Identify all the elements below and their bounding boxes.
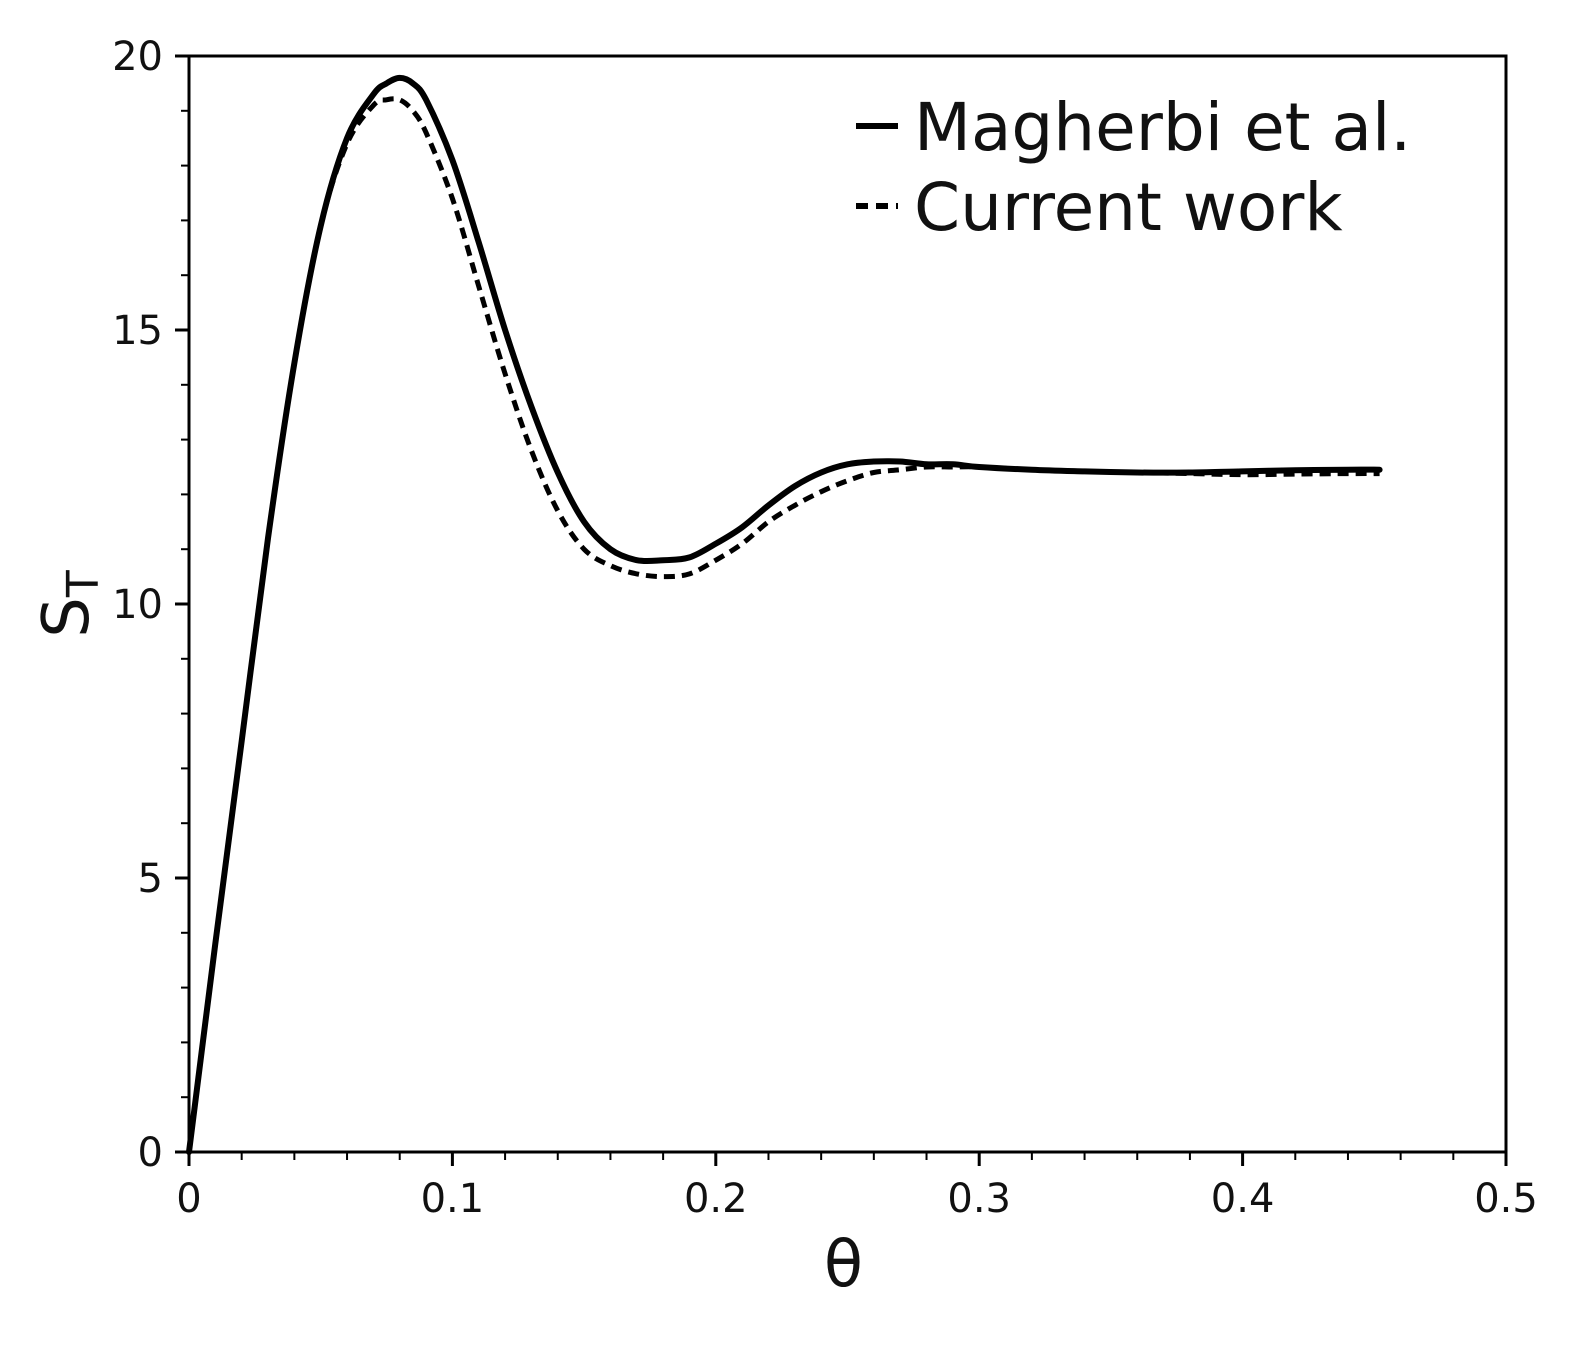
y-tick-label: 10: [112, 582, 163, 628]
y-tick-label: 0: [138, 1130, 163, 1176]
legend-label-current-work: Current work: [914, 169, 1343, 246]
y-axis-label-main: S: [30, 597, 104, 638]
y-tick-label: 5: [138, 856, 163, 902]
series-line-magherbi: [186, 74, 1383, 1155]
svg-text:ST: ST: [30, 570, 109, 638]
series-line-current-work: [186, 96, 1380, 1153]
x-axis-label: θ: [824, 1228, 863, 1302]
y-axis-ticks: 0 5 10 15 20: [112, 34, 189, 1176]
series-layer: [186, 74, 1383, 1155]
x-tick-label: 0.5: [1474, 1176, 1538, 1222]
legend-label-magherbi: Magherbi et al.: [914, 89, 1411, 166]
y-axis-label-subscript: T: [58, 570, 109, 598]
x-tick-label: 0.3: [947, 1176, 1011, 1222]
y-axis-label: ST: [30, 570, 109, 638]
y-tick-label: 20: [112, 34, 163, 80]
x-tick-label: 0.1: [421, 1176, 485, 1222]
y-tick-label: 15: [112, 308, 163, 354]
x-tick-label: 0: [176, 1176, 201, 1222]
y-minor-ticks: [181, 109, 189, 1099]
x-axis-ticks: 0 0.1 0.2 0.3 0.4 0.5: [176, 1152, 1538, 1222]
x-minor-ticks: [240, 1152, 1455, 1160]
x-tick-label: 0.2: [684, 1176, 748, 1222]
x-tick-label: 0.4: [1211, 1176, 1275, 1222]
legend: Magherbi et al. Current work: [856, 89, 1411, 246]
